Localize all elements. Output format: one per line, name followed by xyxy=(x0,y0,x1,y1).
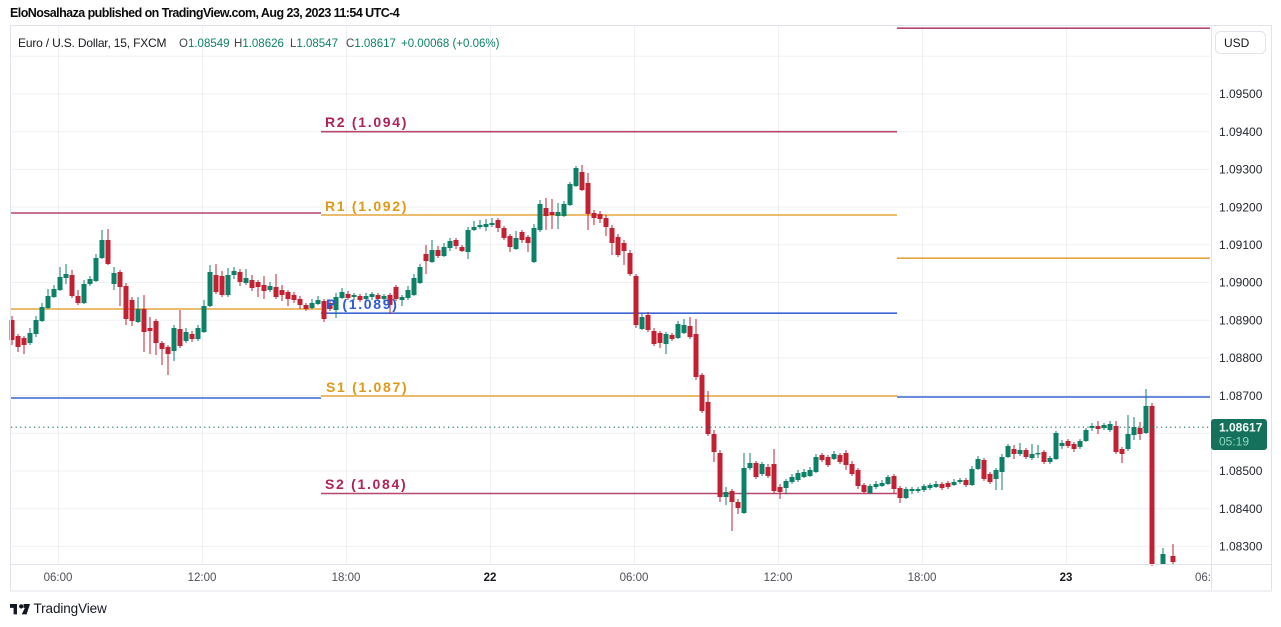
svg-text:1.08700: 1.08700 xyxy=(1219,389,1263,403)
svg-text:1.09200: 1.09200 xyxy=(1219,200,1263,214)
svg-text:L1.08547: L1.08547 xyxy=(290,38,338,50)
svg-text:12:00: 12:00 xyxy=(764,572,793,584)
svg-text:22: 22 xyxy=(484,572,497,584)
svg-text:O1.08549: O1.08549 xyxy=(179,38,230,50)
svg-text:1.09100: 1.09100 xyxy=(1219,238,1263,252)
svg-text:S1 (1.087): S1 (1.087) xyxy=(326,379,408,395)
svg-text:1.08900: 1.08900 xyxy=(1219,313,1263,327)
svg-text:H1.08626: H1.08626 xyxy=(234,38,284,50)
svg-text:USD: USD xyxy=(1224,36,1250,50)
svg-text:1.08500: 1.08500 xyxy=(1219,464,1263,478)
svg-text:S2 (1.084): S2 (1.084) xyxy=(325,476,407,492)
svg-text:1.09400: 1.09400 xyxy=(1219,125,1263,139)
svg-text:1.08400: 1.08400 xyxy=(1219,502,1263,516)
svg-text:1.09300: 1.09300 xyxy=(1219,163,1263,177)
svg-text:1.08300: 1.08300 xyxy=(1219,540,1263,554)
svg-text:23: 23 xyxy=(1060,572,1073,584)
svg-text:1.08617: 1.08617 xyxy=(1219,421,1263,435)
svg-text:12:00: 12:00 xyxy=(188,572,217,584)
svg-text:06:00: 06:00 xyxy=(620,572,649,584)
svg-text:P (1.089): P (1.089) xyxy=(326,296,399,312)
svg-text:R2 (1.094): R2 (1.094) xyxy=(325,114,408,130)
svg-text:+0.00068 (+0.06%): +0.00068 (+0.06%) xyxy=(401,38,500,50)
svg-text:C1.08617: C1.08617 xyxy=(346,38,396,50)
svg-text:05:19: 05:19 xyxy=(1219,435,1249,449)
svg-text:18:00: 18:00 xyxy=(332,572,361,584)
svg-text:06:: 06: xyxy=(1195,572,1211,584)
svg-text:18:00: 18:00 xyxy=(908,572,937,584)
svg-text:R1 (1.092): R1 (1.092) xyxy=(325,198,408,214)
svg-text:06:00: 06:00 xyxy=(44,572,73,584)
svg-text:Euro / U.S. Dollar, 15, FXCM: Euro / U.S. Dollar, 15, FXCM xyxy=(18,36,167,50)
svg-text:1.09500: 1.09500 xyxy=(1219,87,1263,101)
svg-text:1.08800: 1.08800 xyxy=(1219,351,1263,365)
svg-text:1.09000: 1.09000 xyxy=(1219,276,1263,290)
